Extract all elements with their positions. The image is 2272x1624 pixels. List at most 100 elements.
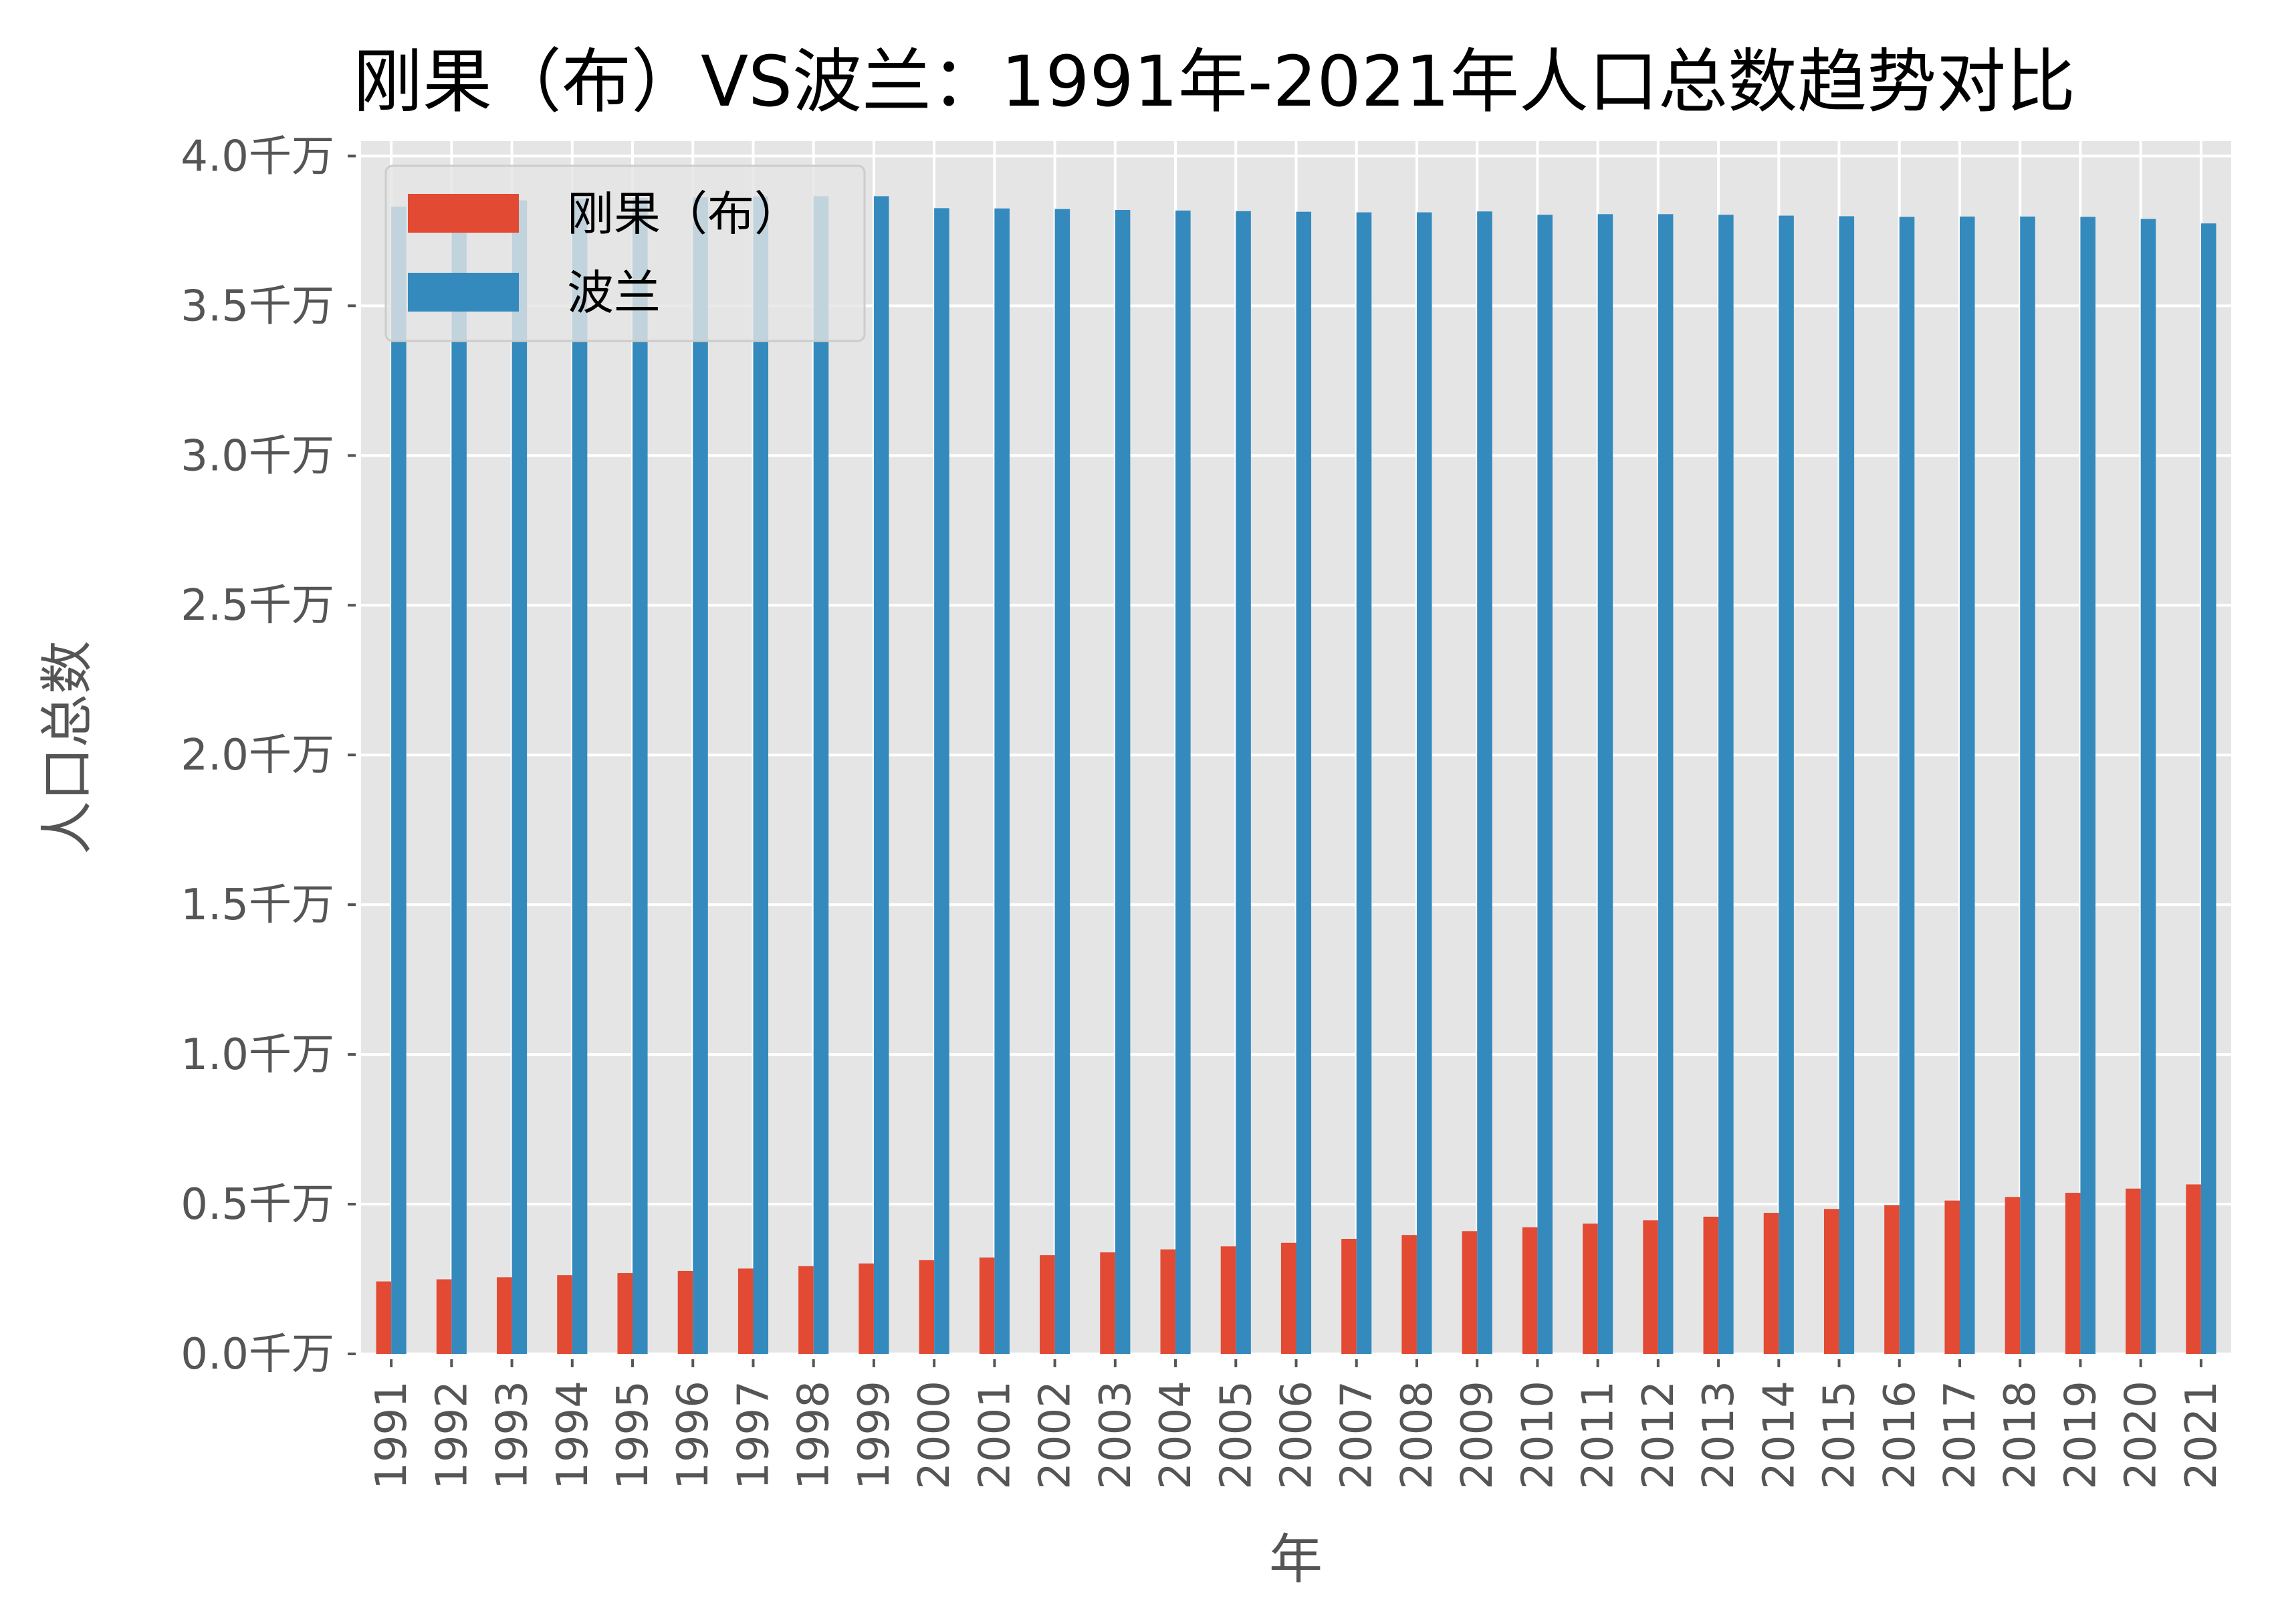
bar-poland-2003 xyxy=(1115,210,1131,1354)
bar-poland-2016 xyxy=(1899,217,1915,1355)
bar-congo-2006 xyxy=(1280,1242,1296,1354)
bar-congo-2009 xyxy=(1462,1231,1478,1354)
x-tick-label: 2015 xyxy=(1815,1381,1865,1490)
x-tick-label: 2000 xyxy=(910,1381,959,1490)
x-tick-label: 2011 xyxy=(1574,1381,1623,1490)
bar-congo-2007 xyxy=(1341,1239,1357,1354)
x-tick-label: 1993 xyxy=(488,1381,538,1490)
x-tick-label: 2021 xyxy=(2177,1381,2227,1490)
x-axis-label: 年 xyxy=(1269,1528,1323,1591)
legend-label-congo: 刚果（布） xyxy=(567,187,801,241)
bar-poland-2019 xyxy=(2080,217,2095,1355)
bar-poland-1999 xyxy=(873,196,889,1354)
x-tick-label: 2012 xyxy=(1634,1381,1684,1490)
bar-poland-2006 xyxy=(1296,211,1312,1354)
bar-congo-2017 xyxy=(1944,1200,1960,1354)
x-tick-label: 2018 xyxy=(1996,1381,2045,1490)
x-tick-label: 2004 xyxy=(1151,1381,1201,1490)
bar-congo-2021 xyxy=(2186,1184,2201,1354)
x-tick-label: 2003 xyxy=(1091,1381,1141,1490)
legend-swatch-poland xyxy=(408,273,519,312)
bar-congo-2012 xyxy=(1643,1220,1658,1354)
bar-poland-1996 xyxy=(693,197,708,1354)
y-tick-label: 0.5千万 xyxy=(181,1180,334,1230)
x-tick-label: 1992 xyxy=(427,1381,477,1490)
x-tick-label: 1999 xyxy=(850,1381,899,1490)
bar-poland-2000 xyxy=(934,208,949,1355)
bar-congo-1997 xyxy=(737,1268,754,1354)
bar-congo-1999 xyxy=(859,1263,874,1354)
bar-poland-2005 xyxy=(1236,211,1251,1355)
x-tick-label: 2016 xyxy=(1876,1381,1925,1490)
bar-congo-1995 xyxy=(617,1273,633,1354)
bar-congo-2002 xyxy=(1040,1255,1055,1354)
y-axis-ticks: 0.0千万 0.5千万 1.0千万 1.5千万 2.0千万 2.5千万 3.0千万 3.5千万… xyxy=(181,132,356,1379)
x-tick-label: 2010 xyxy=(1513,1381,1563,1490)
x-tick-label: 2006 xyxy=(1272,1381,1322,1490)
bar-congo-1992 xyxy=(436,1279,452,1354)
x-tick-label: 1998 xyxy=(790,1381,839,1490)
legend-swatch-congo xyxy=(408,194,519,233)
bar-congo-2016 xyxy=(1884,1205,1900,1354)
bar-poland-2001 xyxy=(994,208,1010,1354)
bar-congo-2015 xyxy=(1823,1209,1839,1354)
bar-poland-2015 xyxy=(1839,216,1855,1354)
x-tick-label: 2009 xyxy=(1453,1381,1502,1490)
x-tick-label: 1994 xyxy=(548,1381,598,1490)
x-tick-label: 2013 xyxy=(1694,1381,1744,1490)
bar-poland-2007 xyxy=(1356,212,1372,1355)
bar-congo-2005 xyxy=(1220,1246,1236,1354)
bar-poland-1992 xyxy=(451,203,467,1354)
x-tick-label: 1995 xyxy=(608,1381,658,1490)
bar-poland-2012 xyxy=(1658,214,1674,1355)
bar-congo-1998 xyxy=(798,1266,814,1354)
y-tick-label: 1.5千万 xyxy=(181,881,334,930)
bar-congo-1996 xyxy=(677,1270,693,1354)
bar-poland-2004 xyxy=(1175,210,1191,1354)
bar-congo-2010 xyxy=(1522,1227,1538,1354)
bar-poland-1994 xyxy=(572,198,588,1354)
x-tick-label: 2019 xyxy=(2056,1381,2106,1490)
x-tick-label: 2007 xyxy=(1333,1381,1382,1490)
bar-congo-2014 xyxy=(1763,1213,1779,1354)
legend-label-poland: 波兰 xyxy=(567,265,661,320)
x-tick-label: 2005 xyxy=(1212,1381,1261,1490)
bar-poland-1998 xyxy=(813,196,829,1354)
chart-title: 刚果（布）VS波兰：1991年-2021年人口总数趋势对比 xyxy=(353,41,2075,122)
x-tick-label: 2008 xyxy=(1393,1381,1442,1490)
bar-poland-2010 xyxy=(1537,215,1553,1354)
bar-congo-1991 xyxy=(376,1281,392,1354)
bar-poland-2014 xyxy=(1779,215,1794,1355)
bar-congo-2003 xyxy=(1100,1252,1115,1354)
x-tick-label: 2020 xyxy=(2117,1381,2166,1490)
x-tick-label: 2002 xyxy=(1031,1381,1081,1490)
bar-congo-2001 xyxy=(979,1257,995,1354)
bar-poland-2018 xyxy=(2020,216,2035,1355)
legend: 刚果（布） 波兰 xyxy=(384,164,866,342)
y-tick-label: 0.0千万 xyxy=(181,1330,334,1379)
y-axis-label: 人口总数 xyxy=(36,641,98,854)
bar-poland-1995 xyxy=(633,198,648,1355)
bar-poland-2017 xyxy=(1959,216,1975,1355)
y-tick-label: 2.5千万 xyxy=(181,581,334,630)
x-tick-label: 1997 xyxy=(729,1381,778,1490)
y-tick-label: 1.0千万 xyxy=(181,1030,334,1080)
x-tick-label: 1996 xyxy=(669,1381,718,1490)
bar-congo-2019 xyxy=(2065,1193,2081,1354)
bar-congo-2000 xyxy=(919,1260,935,1354)
x-tick-label: 1991 xyxy=(367,1381,417,1490)
bar-congo-1994 xyxy=(557,1275,572,1354)
y-tick-label: 3.0千万 xyxy=(181,431,334,481)
bar-poland-1997 xyxy=(753,196,769,1355)
x-axis-ticks: 1991 1992 1993 1994 1995 1996 1997 1998 1999 2000… xyxy=(367,1359,2227,1490)
x-tick-label: 2017 xyxy=(1936,1381,1985,1490)
bar-poland-2013 xyxy=(1718,215,1734,1354)
bar-poland-2008 xyxy=(1416,212,1432,1355)
bar-poland-1993 xyxy=(512,200,528,1354)
bar-poland-2002 xyxy=(1054,209,1070,1354)
bar-congo-1993 xyxy=(497,1277,512,1354)
x-tick-label: 2014 xyxy=(1754,1381,1804,1490)
bars xyxy=(376,196,2217,1355)
y-tick-label: 4.0千万 xyxy=(181,132,334,181)
